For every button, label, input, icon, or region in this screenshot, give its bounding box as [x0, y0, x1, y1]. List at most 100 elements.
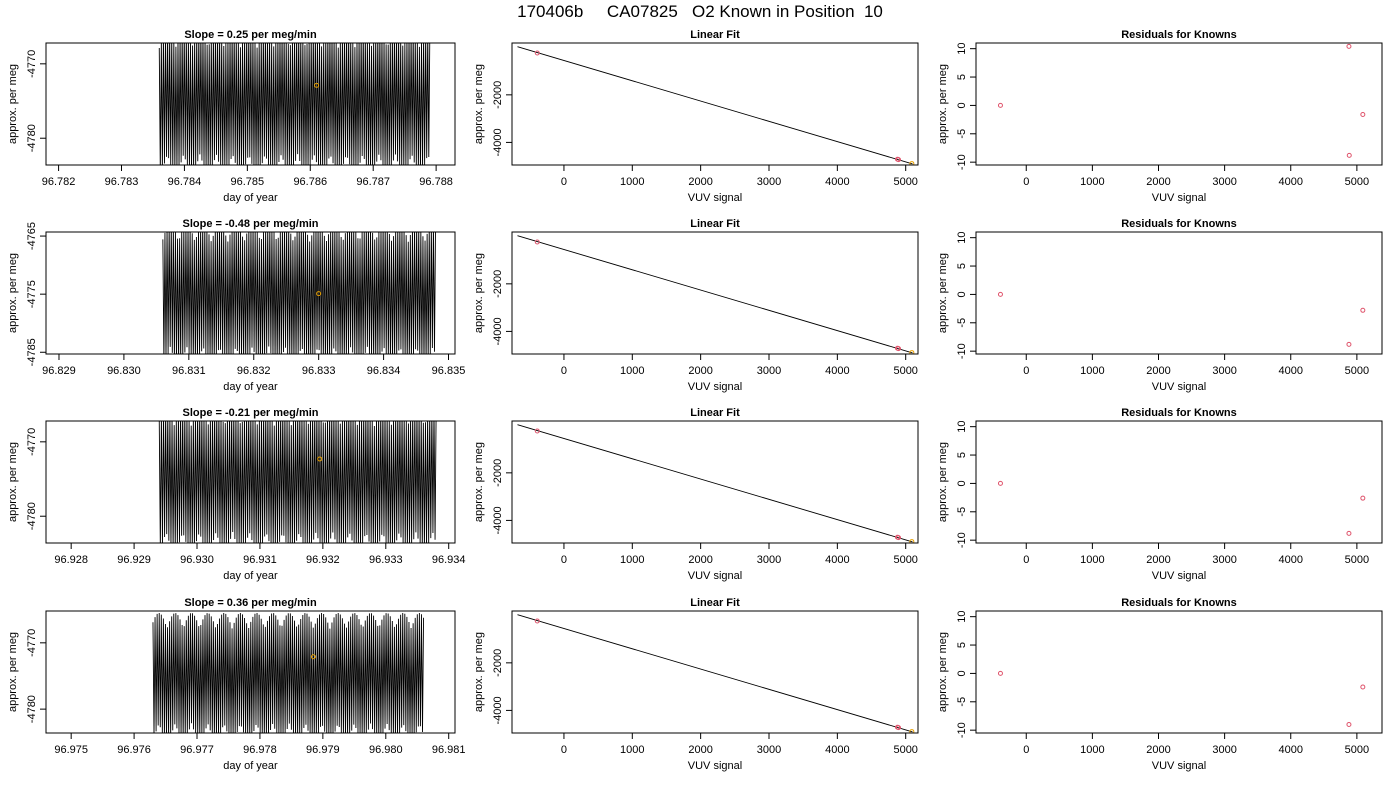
- panel-r2-fit: Linear Fit 0 1000 2000 3000 4000 5000 -2000 -400…: [473, 218, 919, 393]
- y-tick-label: -10: [956, 154, 968, 170]
- x-tick-label: 96.976: [117, 744, 151, 756]
- panel-r1-resid: Residuals for Knowns 0 1000 2000 3000 4000 500…: [937, 29, 1383, 204]
- x-axis-label: VUV signal: [1152, 192, 1206, 204]
- y-tick-label: -4780: [26, 124, 38, 152]
- x-tick-label: 3000: [1212, 744, 1236, 756]
- y-tick-label: -4785: [26, 338, 38, 366]
- y-axis-label: approx. per meg: [7, 253, 19, 333]
- y-tick-label: 10: [956, 611, 968, 623]
- plot-area: [997, 480, 1366, 536]
- x-tick-label: 96.978: [243, 744, 277, 756]
- x-tick-label: 5000: [893, 744, 917, 756]
- y-axis-label: approx. per meg: [7, 442, 19, 522]
- data-point: [909, 729, 915, 733]
- panel-title: Linear Fit: [690, 218, 740, 230]
- x-tick-label: 96.933: [369, 554, 403, 566]
- x-tick-label: 0: [1023, 365, 1029, 377]
- x-tick-label: 2000: [1146, 176, 1170, 188]
- y-tick-label: 10: [956, 232, 968, 244]
- y-tick-label: -4770: [26, 428, 38, 456]
- y-tick-label: -5: [956, 318, 968, 328]
- plot-area: [517, 235, 915, 354]
- x-tick-label: 96.977: [180, 744, 214, 756]
- x-axis-label: VUV signal: [688, 760, 742, 772]
- panel-title: Residuals for Knowns: [1121, 407, 1237, 419]
- panel-title: Slope = 0.36 per meg/min: [184, 597, 317, 609]
- mean-point: [317, 456, 323, 462]
- x-tick-label: 96.831: [172, 365, 206, 377]
- x-axis-label: VUV signal: [1152, 760, 1206, 772]
- data-point: [1346, 152, 1352, 158]
- x-tick-label: 5000: [893, 176, 917, 188]
- x-tick-label: 1000: [1080, 176, 1104, 188]
- signal-trace: [162, 232, 436, 354]
- panel-title: Linear Fit: [690, 29, 740, 41]
- panel-r2-resid: Residuals for Knowns 0 1000 2000 3000 4000 500…: [937, 218, 1383, 393]
- data-point: [1346, 530, 1352, 536]
- x-tick-label: 96.929: [117, 554, 151, 566]
- data-point: [896, 535, 902, 541]
- x-tick-label: 5000: [893, 554, 917, 566]
- x-tick-label: 0: [1023, 744, 1029, 756]
- x-tick-label: 4000: [1279, 365, 1303, 377]
- plot-area: [162, 232, 436, 354]
- panel-title: Residuals for Knowns: [1121, 29, 1237, 41]
- plot-area: [997, 43, 1366, 158]
- y-tick-label: -4770: [26, 629, 38, 657]
- x-tick-label: 2000: [1146, 554, 1170, 566]
- y-tick-label: 10: [956, 421, 968, 433]
- y-tick-label: -10: [956, 722, 968, 738]
- x-axis-label: VUV signal: [1152, 381, 1206, 393]
- data-point: [1360, 495, 1366, 501]
- x-tick-label: 1000: [620, 176, 644, 188]
- plot-frame: [511, 42, 919, 166]
- x-tick-label: 4000: [1279, 744, 1303, 756]
- x-tick-label: 96.832: [237, 365, 271, 377]
- plot-area: [517, 424, 915, 543]
- data-point: [997, 480, 1003, 486]
- y-axis-label: approx. per meg: [473, 253, 485, 333]
- y-tick-label: 5: [956, 642, 968, 648]
- panel-title: Linear Fit: [690, 597, 740, 609]
- data-point: [997, 291, 1003, 297]
- y-tick-label: 5: [956, 263, 968, 269]
- plot-frame: [45, 420, 456, 544]
- signal-trace: [158, 421, 437, 543]
- y-tick-label: -10: [956, 343, 968, 359]
- x-tick-label: 96.834: [367, 365, 401, 377]
- x-tick-label: 96.930: [180, 554, 214, 566]
- data-point: [997, 102, 1003, 108]
- panel-r1-fit: Linear Fit 0 1000 2000 3000 4000 5000 -2000 -400…: [473, 29, 919, 204]
- x-tick-label: 96.830: [107, 365, 141, 377]
- y-tick-label: -2000: [492, 81, 504, 109]
- mean-point: [314, 82, 320, 88]
- x-tick-label: 2000: [688, 744, 712, 756]
- data-point: [534, 50, 540, 56]
- y-tick-label: -5: [956, 697, 968, 707]
- fit-line: [517, 614, 913, 733]
- y-tick-label: -2000: [492, 459, 504, 487]
- plot-area: [152, 612, 424, 733]
- panel-r4-time: Slope = 0.36 per meg/min 96.975 96.976 96.9…: [7, 597, 466, 772]
- y-tick-label: -5: [956, 507, 968, 517]
- y-tick-label: -4770: [26, 50, 38, 78]
- panel-title: Linear Fit: [690, 407, 740, 419]
- y-tick-label: 0: [956, 670, 968, 676]
- plot-frame: [45, 42, 456, 166]
- x-tick-label: 2000: [688, 176, 712, 188]
- x-tick-label: 96.785: [231, 176, 265, 188]
- fit-line: [517, 46, 913, 165]
- y-axis-label: approx. per meg: [937, 632, 949, 712]
- plot-area: [517, 614, 915, 733]
- panel-title: Slope = -0.21 per meg/min: [182, 407, 318, 419]
- x-tick-label: 3000: [1212, 554, 1236, 566]
- x-tick-label: 3000: [1212, 365, 1236, 377]
- plot-frame: [511, 231, 919, 355]
- plot-area: [997, 670, 1366, 727]
- x-tick-label: 4000: [825, 365, 849, 377]
- y-tick-label: -2000: [492, 270, 504, 298]
- y-tick-label: 0: [956, 480, 968, 486]
- panel-r3-time: Slope = -0.21 per meg/min 96.928 96.929 96.…: [7, 407, 466, 582]
- x-tick-label: 5000: [1345, 365, 1369, 377]
- plot-frame: [975, 231, 1383, 355]
